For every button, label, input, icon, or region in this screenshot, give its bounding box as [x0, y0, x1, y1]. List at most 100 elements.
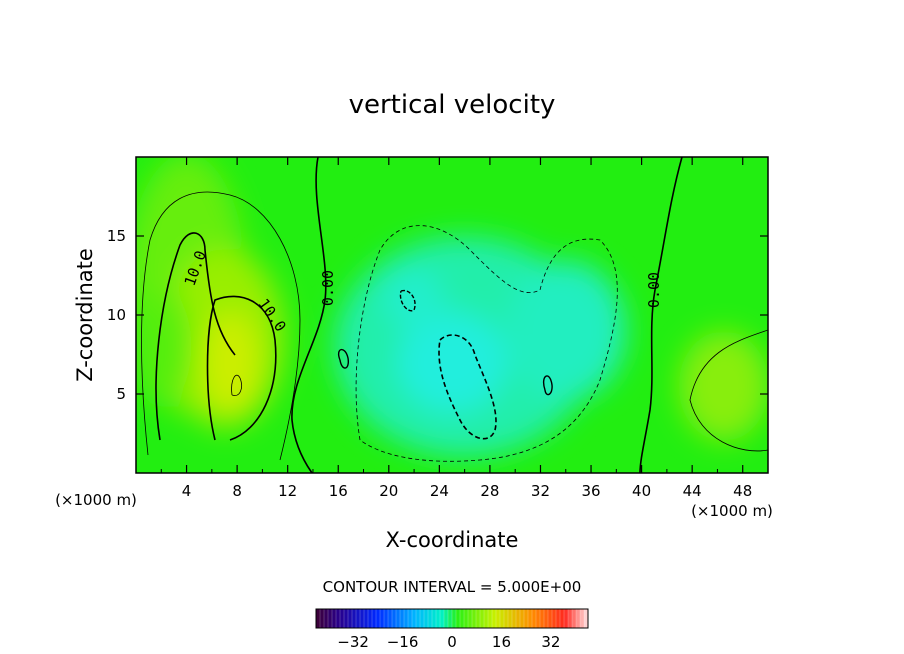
contour-zero-right	[639, 157, 683, 473]
colorbar-cell	[416, 609, 421, 628]
colorbar-cell	[380, 609, 385, 628]
x-unit-label: (×1000 m)	[691, 502, 773, 520]
colorbar-cell	[404, 609, 409, 628]
colorbar-cell	[524, 609, 529, 628]
colorbar-cell	[360, 609, 365, 628]
field-blob-7	[678, 331, 768, 442]
colorbar-cell	[548, 609, 553, 628]
contour-positive-10-left	[155, 232, 236, 441]
contour-lines	[141, 157, 768, 473]
colorbar-cell	[528, 609, 533, 628]
colorbar-cell	[552, 609, 557, 628]
y-tick-label: 5	[116, 385, 126, 403]
colorbar-cell	[376, 609, 381, 628]
colorbar-cell	[340, 609, 345, 628]
colorbar-cell	[512, 609, 517, 628]
colorbar-cell	[428, 609, 433, 628]
contour-label: 0.00	[645, 272, 663, 308]
color-field	[136, 157, 768, 457]
x-tick-label: 24	[430, 482, 449, 500]
colorbar-cell	[540, 609, 545, 628]
colorbar-cell	[452, 609, 457, 628]
colorbar-cell	[364, 609, 369, 628]
colorbar-cell	[480, 609, 485, 628]
x-tick-label: 48	[733, 482, 752, 500]
field-blob-6	[505, 260, 626, 401]
colorbar-cell	[560, 609, 565, 628]
colorbar-cell	[352, 609, 357, 628]
colorbar	[315, 608, 589, 629]
colorbar-cell	[544, 609, 549, 628]
x-axis: 4 8 12 16 20 24 28 32 36 40 44 48	[160, 157, 752, 500]
y-axis-label: Z-coordinate	[73, 248, 97, 382]
contour-small-1	[338, 348, 350, 369]
colorbar-cell	[532, 609, 537, 628]
contour-small-2	[543, 375, 553, 396]
contour-interval-label: CONTOUR INTERVAL = 5.000E+00	[323, 578, 582, 596]
colorbar-cell	[468, 609, 473, 628]
colorbar-cell	[520, 609, 525, 628]
x-tick-label: 32	[531, 482, 550, 500]
colorbar-ticks: −32 −16 0 16 32	[337, 633, 560, 651]
contour-label: 0.00	[319, 270, 337, 306]
x-tick-label: 36	[581, 482, 600, 500]
x-tick-label: 44	[683, 482, 702, 500]
colorbar-cell	[472, 609, 477, 628]
colorbar-cell	[576, 609, 581, 628]
x-axis-label: X-coordinate	[386, 528, 519, 552]
colorbar-cell	[584, 609, 589, 628]
contour-negative-10-upper	[399, 289, 416, 312]
colorbar-cell	[324, 609, 329, 628]
colorbar-cell	[336, 609, 341, 628]
colorbar-cell	[556, 609, 561, 628]
x-tick-label: 16	[329, 482, 348, 500]
colorbar-cell	[436, 609, 441, 628]
y-tick-label: 15	[107, 227, 126, 245]
colorbar-tick-label: −32	[337, 633, 369, 651]
contour-positive-15	[231, 374, 242, 396]
colorbar-frame	[315, 608, 589, 629]
colorbar-cell	[320, 609, 325, 628]
colorbar-cell	[564, 609, 569, 628]
colorbar-cell	[504, 609, 509, 628]
colorbar-cell	[332, 609, 337, 628]
colorbar-tick-label: −16	[387, 633, 419, 651]
colorbar-cell	[456, 609, 461, 628]
colorbar-cell	[484, 609, 489, 628]
colorbar-cell	[488, 609, 493, 628]
colorbar-cell	[448, 609, 453, 628]
colorbar-cell	[368, 609, 373, 628]
field-blob-5	[384, 269, 445, 330]
colorbar-cell	[572, 609, 577, 628]
colorbar-cell	[440, 609, 445, 628]
colorbar-cell	[316, 609, 321, 628]
colorbar-cell	[356, 609, 361, 628]
colorbar-cell	[460, 609, 465, 628]
colorbar-cell	[348, 609, 353, 628]
field-blob-2	[202, 312, 259, 413]
colorbar-tick-label: 0	[447, 633, 457, 651]
x-tick-label: 12	[278, 482, 297, 500]
contour-positive-5	[141, 191, 301, 461]
colorbar-cell	[388, 609, 393, 628]
x-tick-label: 20	[379, 482, 398, 500]
contour-positive-right	[689, 329, 768, 452]
colorbar-cell	[464, 609, 469, 628]
x-tick-label: 28	[480, 482, 499, 500]
colorbar-cell	[408, 609, 413, 628]
colorbar-cell	[508, 609, 513, 628]
colorbar-cell	[536, 609, 541, 628]
colorbar-cell	[516, 609, 521, 628]
colorbar-cell	[476, 609, 481, 628]
colorbar-cell	[444, 609, 449, 628]
colorbar-cell	[412, 609, 417, 628]
field-blob-8	[136, 286, 192, 407]
y-axis: 5 10 15	[107, 227, 768, 403]
colorbar-cell	[400, 609, 405, 628]
plot-area	[136, 157, 768, 473]
colorbar-cell	[344, 609, 349, 628]
colorbar-cell	[420, 609, 425, 628]
colorbar-cell	[392, 609, 397, 628]
y-unit-label: (×1000 m)	[55, 491, 137, 509]
colorbar-cell	[328, 609, 333, 628]
